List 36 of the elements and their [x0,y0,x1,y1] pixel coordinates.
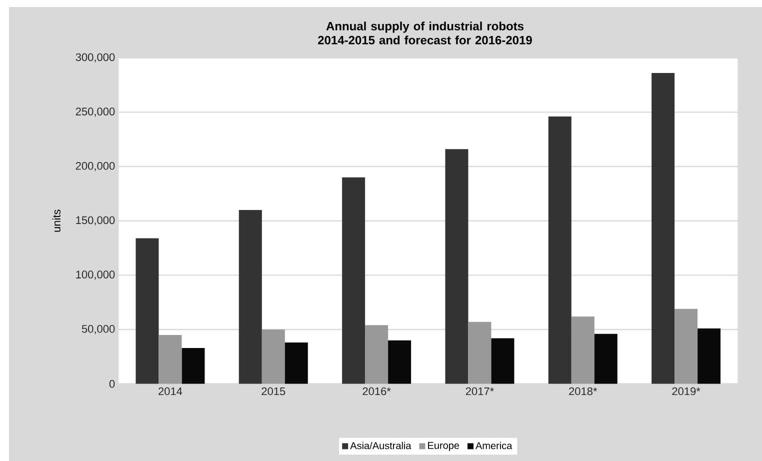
chart-title: Annual supply of industrial robots 2014-2015 and forecast for 2016-2019 [318,22,532,44]
bar [698,328,721,384]
bar [238,210,262,384]
bar [571,316,594,384]
bar [136,238,159,384]
bar [548,116,572,384]
y-tick-label: 0 [109,380,115,388]
bar [594,334,618,384]
x-tick-label: 2015 [262,387,286,396]
y-tick-label: 200,000 [76,162,115,172]
legend-label: America [476,442,512,450]
bar [365,325,388,384]
bar [674,308,698,384]
x-tick-label: 2017* [466,387,494,396]
x-tick-label: 2018* [569,387,598,396]
y-tick-label: 250,000 [76,108,115,117]
bar [491,338,514,384]
bar [158,334,182,384]
y-axis-title: units [52,210,60,232]
bar [342,177,366,384]
legend-label: Europe [428,442,460,451]
bar [182,348,205,384]
y-tick-label: 100,000 [76,270,115,280]
bar [445,149,468,384]
y-tick-label: 150,000 [76,216,115,226]
x-tick-label: 2019* [672,387,700,396]
y-tick-label: 300,000 [76,53,115,62]
x-tick-label: 2016* [362,387,391,396]
y-tick-label: 50,000 [82,324,115,334]
bar [468,322,492,384]
x-tick-label: 2014 [158,387,182,396]
bar [262,330,285,384]
bar [284,342,308,384]
legend-label: Asia/Australia [350,442,412,450]
bar [652,73,675,384]
bar [388,340,412,384]
